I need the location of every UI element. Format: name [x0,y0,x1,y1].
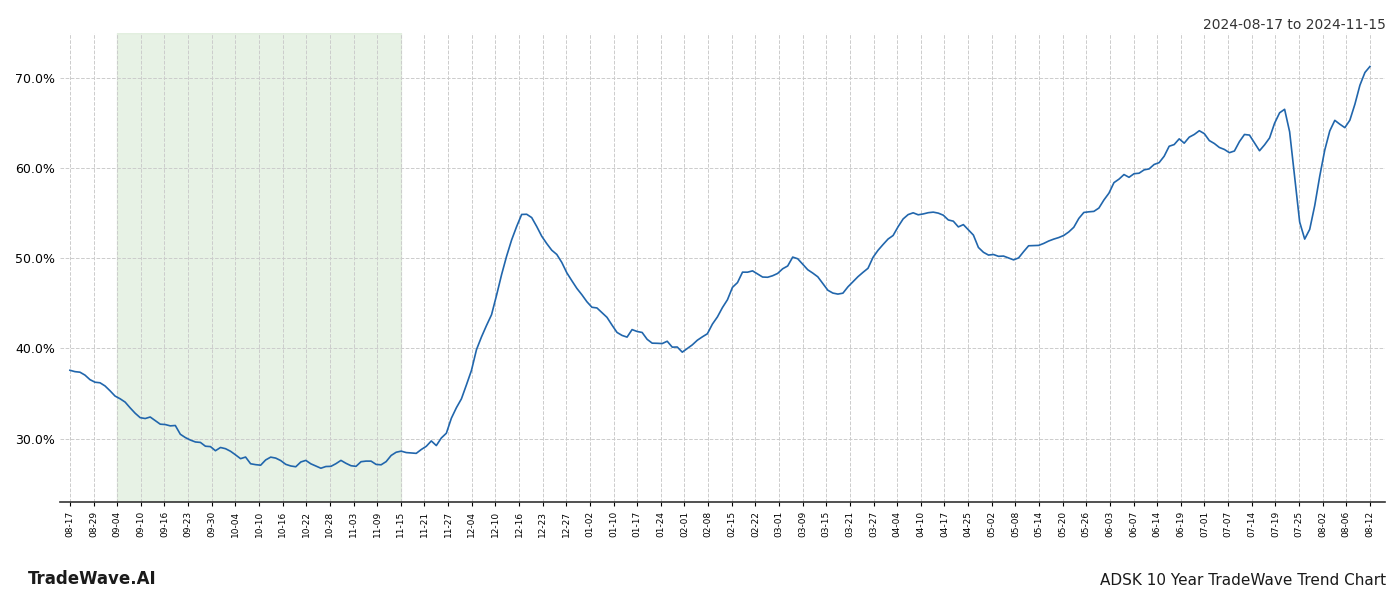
Text: ADSK 10 Year TradeWave Trend Chart: ADSK 10 Year TradeWave Trend Chart [1100,573,1386,588]
Text: TradeWave.AI: TradeWave.AI [28,570,157,588]
Text: 2024-08-17 to 2024-11-15: 2024-08-17 to 2024-11-15 [1203,18,1386,32]
Bar [118,33,400,502]
